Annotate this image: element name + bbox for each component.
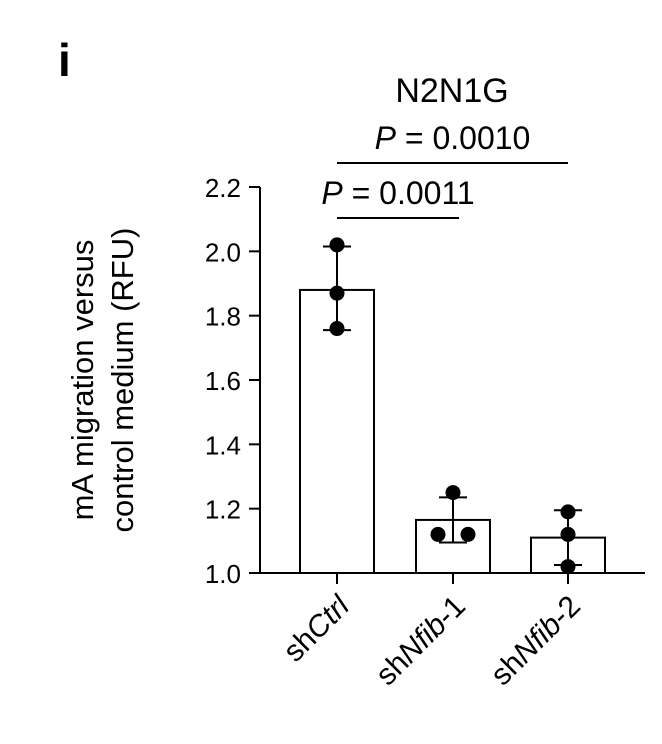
x-tick-label: shNfib-2 — [485, 590, 587, 692]
p-symbol: P — [321, 175, 343, 211]
data-point — [329, 237, 345, 253]
y-tick-label: 1.0 — [205, 559, 241, 589]
significance-label: P = 0.0011 — [321, 175, 474, 211]
panel-label: i — [58, 34, 71, 86]
y-axis-label-line1: mA migration versus — [65, 240, 100, 521]
y-tick-label: 1.8 — [205, 302, 241, 332]
chart-title: N2N1G — [395, 72, 508, 110]
y-tick-label: 1.4 — [205, 430, 241, 460]
data-point — [329, 321, 345, 337]
p-symbol: P — [375, 120, 397, 156]
y-tick-label: 2.2 — [205, 173, 241, 203]
data-point — [560, 504, 576, 520]
data-point — [460, 526, 476, 542]
x-tick-label: shCtrl — [277, 589, 357, 669]
data-point — [430, 526, 446, 542]
p-value: = 0.0010 — [396, 120, 530, 156]
y-tick-label: 1.6 — [205, 366, 241, 396]
data-point — [329, 285, 345, 301]
data-point — [445, 485, 461, 501]
y-axis-label: mA migration versus control medium (RFU) — [65, 228, 140, 533]
x-tick-label: shNfib-1 — [370, 590, 472, 692]
significance-label: P = 0.0010 — [375, 120, 531, 156]
plot-area: 1.0 1.2 1.4 1.6 1.8 2.0 2.2 shCtrlshNfib-1shNfi… — [205, 120, 645, 692]
p-value: = 0.0011 — [343, 175, 475, 211]
data-point — [560, 526, 576, 542]
bar — [299, 288, 375, 574]
y-tick-label: 2.0 — [205, 237, 241, 267]
y-axis-label-line2: control medium (RFU) — [105, 228, 140, 533]
y-tick-label: 1.2 — [205, 495, 241, 525]
data-point — [560, 559, 576, 575]
